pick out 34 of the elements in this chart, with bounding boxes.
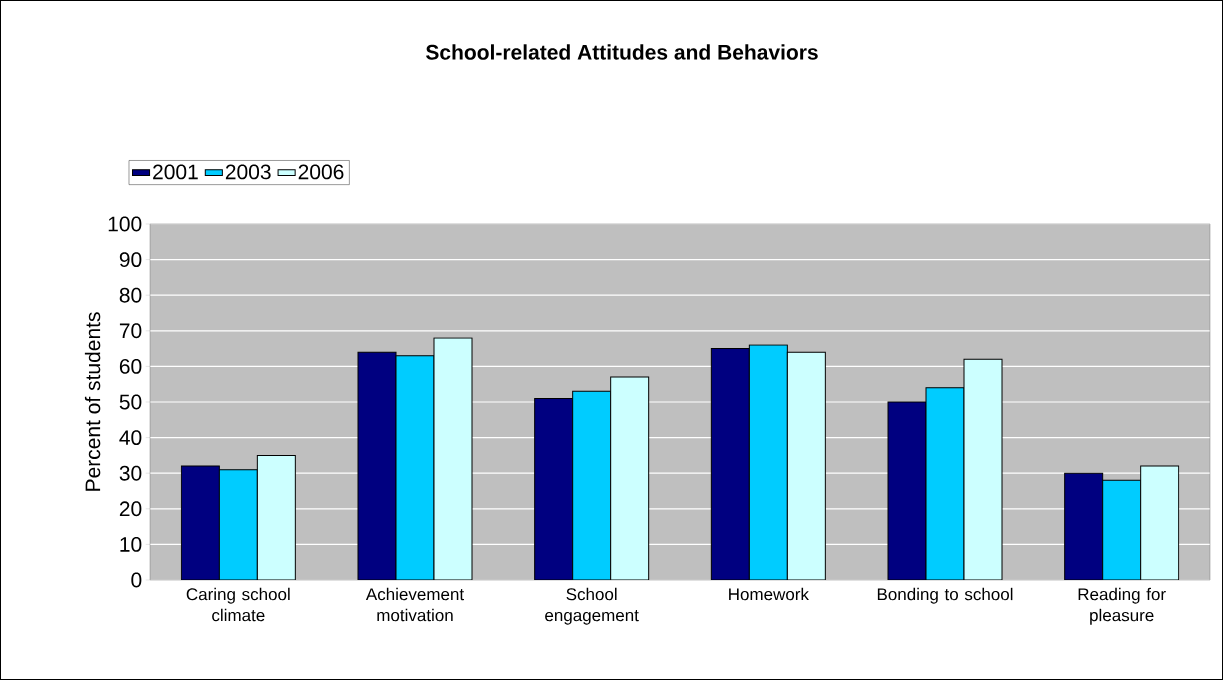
x-tick-label: Bonding to school (877, 587, 1013, 604)
y-tick-label: 20 (119, 501, 142, 517)
legend-label: 2003 (225, 164, 271, 180)
y-tick-label: 80 (119, 287, 142, 303)
y-tick-label: 50 (119, 394, 142, 410)
bar (610, 376, 650, 580)
x-tick-label: Achievement motivation (365, 587, 464, 622)
bar (786, 351, 826, 580)
bar (433, 337, 473, 580)
x-tick-label: School engagement (545, 587, 639, 625)
bar (357, 351, 397, 580)
bar (180, 465, 220, 580)
bar (710, 348, 750, 580)
y-tick-label: 90 (119, 252, 142, 268)
x-tick-label: Caring school climate (186, 587, 290, 622)
y-tick-label: 40 (119, 430, 142, 446)
bar (963, 358, 1003, 580)
bar (534, 397, 574, 580)
legend-label: 2001 (153, 164, 198, 180)
bar (887, 401, 927, 580)
x-tick-label: Reading for pleasure (1078, 587, 1166, 625)
y-tick-label: 0 (131, 572, 142, 588)
bar (1140, 465, 1180, 580)
legend-label: 2006 (298, 164, 344, 180)
y-axis-title: Percent of students (84, 312, 101, 491)
y-tick-label: 30 (119, 465, 142, 481)
y-tick-label: 60 (119, 358, 142, 374)
chart-title: School-related Attitudes and Behaviors (426, 44, 818, 60)
y-tick-label: 100 (108, 216, 142, 232)
bar (256, 454, 296, 580)
y-tick-label: 10 (120, 536, 142, 552)
x-tick-label: Homework (729, 587, 809, 601)
bar (1064, 472, 1104, 580)
y-tick-label: 70 (119, 323, 142, 339)
